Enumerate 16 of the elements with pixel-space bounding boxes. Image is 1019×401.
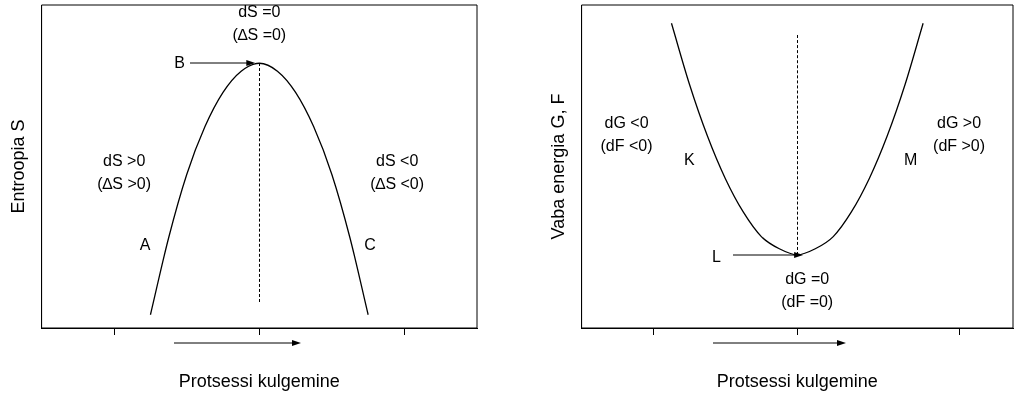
- y-axis-title: Vaba energia G, F: [547, 93, 568, 240]
- annotation: dG >0 (dF >0): [933, 114, 986, 155]
- x-axis-title: Protsessi kulgemine: [178, 371, 340, 392]
- annotation: dG <0 (dF <0): [600, 114, 653, 155]
- annotation: B: [174, 53, 185, 71]
- annotation: dS >0 (∆S >0): [97, 151, 152, 192]
- annotation: A: [139, 236, 151, 254]
- annotation: L: [711, 248, 721, 266]
- y-axis-title: Entroopia S: [7, 119, 28, 214]
- annotation: dG =0 (dF =0): [781, 269, 834, 310]
- annotation: K: [684, 150, 696, 168]
- text: dS =0 (∆S =0): [232, 3, 287, 44]
- annotation: M: [903, 150, 918, 168]
- x-axis-title: Protsessi kulgemine: [716, 371, 878, 392]
- annotation: C: [364, 236, 376, 254]
- annotation: dS <0 (∆S <0): [370, 151, 425, 192]
